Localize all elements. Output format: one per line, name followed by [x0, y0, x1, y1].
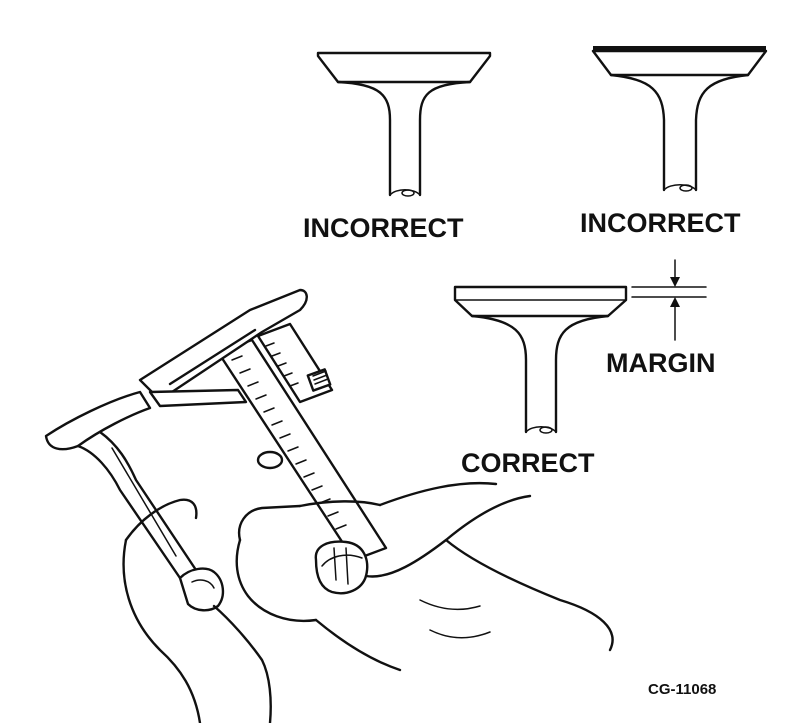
caliper — [138, 288, 388, 562]
figure-id: CG-11068 — [648, 681, 716, 698]
hands-measuring-illustration — [44, 288, 614, 723]
valve-incorrect-left — [316, 51, 492, 197]
label-incorrect-right: INCORRECT — [580, 208, 741, 238]
left-hand — [122, 498, 272, 723]
valve-incorrect-right — [591, 46, 768, 192]
margin-dimension — [631, 259, 707, 341]
valve-correct — [453, 285, 628, 434]
label-correct: CORRECT — [461, 448, 595, 478]
label-incorrect-left: INCORRECT — [303, 213, 464, 243]
measured-valve — [44, 390, 198, 580]
right-hand — [235, 481, 614, 672]
label-margin: MARGIN — [606, 348, 716, 378]
